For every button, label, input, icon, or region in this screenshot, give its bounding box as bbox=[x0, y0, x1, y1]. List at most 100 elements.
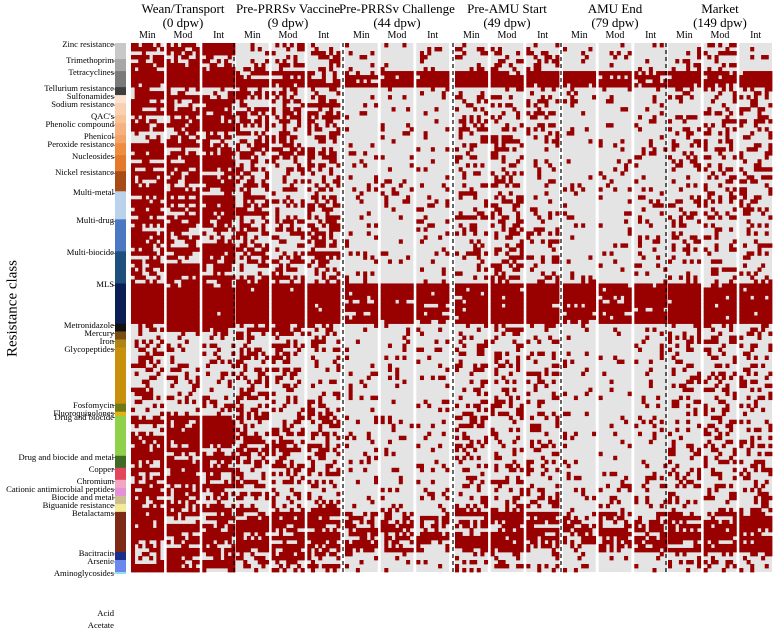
heat-cell bbox=[384, 536, 388, 540]
heat-cell bbox=[286, 303, 290, 307]
heat-cell bbox=[480, 47, 484, 51]
heat-cell bbox=[283, 548, 287, 552]
heat-cell bbox=[131, 312, 135, 316]
heat-cell bbox=[307, 324, 311, 328]
heat-cell bbox=[206, 275, 210, 279]
heat-cell bbox=[160, 171, 164, 175]
heat-cell bbox=[156, 127, 160, 131]
heat-cell bbox=[283, 287, 287, 291]
heat-cell bbox=[149, 247, 153, 251]
heat-cell bbox=[283, 324, 287, 328]
heat-cell bbox=[192, 464, 196, 468]
heat-cell bbox=[220, 127, 224, 131]
heat-cell bbox=[247, 299, 251, 303]
heat-cell bbox=[356, 420, 360, 424]
heat-cell bbox=[167, 540, 171, 544]
heat-cell bbox=[265, 432, 269, 436]
heat-cell bbox=[363, 528, 367, 532]
heat-cell bbox=[424, 111, 428, 115]
heat-cell bbox=[279, 316, 283, 320]
heat-cell bbox=[174, 247, 178, 251]
heat-cell bbox=[206, 299, 210, 303]
heat-cell bbox=[325, 320, 329, 324]
heat-cell bbox=[135, 43, 139, 47]
heat-cell bbox=[138, 448, 142, 452]
heat-cell bbox=[138, 524, 142, 528]
heat-cell bbox=[224, 203, 228, 207]
heat-cell bbox=[261, 332, 265, 336]
heat-cell bbox=[167, 63, 171, 67]
heat-cell bbox=[283, 352, 287, 356]
heat-cell bbox=[228, 408, 232, 412]
heat-cell bbox=[395, 295, 399, 299]
heat-cell bbox=[381, 191, 385, 195]
heat-cell bbox=[275, 291, 279, 295]
heat-cell bbox=[174, 83, 178, 87]
heat-cell bbox=[392, 207, 396, 211]
heat-cell bbox=[349, 516, 353, 520]
heat-cell bbox=[185, 111, 189, 115]
heat-cell bbox=[311, 119, 315, 123]
heat-cell bbox=[406, 340, 410, 344]
heat-cell bbox=[135, 299, 139, 303]
heat-cell bbox=[236, 532, 240, 536]
heat-cell bbox=[315, 183, 319, 187]
heat-cell bbox=[254, 91, 258, 95]
heat-cell bbox=[279, 536, 283, 540]
heat-cell bbox=[301, 275, 305, 279]
heat-cell bbox=[174, 255, 178, 259]
heat-cell bbox=[192, 219, 196, 223]
heat-cell bbox=[349, 372, 353, 376]
heat-cell bbox=[322, 147, 326, 151]
heat-cell bbox=[399, 548, 403, 552]
heat-cell bbox=[149, 43, 153, 47]
heat-cell bbox=[315, 83, 319, 87]
heat-cell bbox=[392, 428, 396, 432]
heat-cell bbox=[192, 432, 196, 436]
heat-cell bbox=[210, 283, 214, 287]
heat-cell bbox=[297, 552, 301, 556]
heat-cell bbox=[210, 55, 214, 59]
heat-cell bbox=[236, 131, 240, 135]
heat-cell bbox=[228, 51, 232, 55]
heat-cell bbox=[311, 223, 315, 227]
heat-cell bbox=[261, 255, 265, 259]
heat-cell bbox=[261, 360, 265, 364]
heat-cell bbox=[329, 532, 333, 536]
heat-cell bbox=[149, 71, 153, 75]
heat-cell bbox=[247, 516, 251, 520]
heat-cell bbox=[131, 504, 135, 508]
heat-cell bbox=[210, 195, 214, 199]
heat-cell bbox=[265, 283, 269, 287]
heat-cell bbox=[213, 424, 217, 428]
heat-cell bbox=[224, 291, 228, 295]
heat-cell bbox=[258, 492, 262, 496]
heat-cell bbox=[160, 79, 164, 83]
heat-cell bbox=[247, 107, 251, 111]
heat-cell bbox=[178, 151, 182, 155]
heat-cell bbox=[149, 147, 153, 151]
heat-cell bbox=[290, 299, 294, 303]
heat-cell bbox=[345, 303, 349, 307]
heat-cell bbox=[142, 380, 146, 384]
heat-cell bbox=[153, 512, 157, 516]
heat-cell bbox=[156, 75, 160, 79]
heat-cell bbox=[459, 79, 463, 83]
heat-cell bbox=[363, 283, 367, 287]
heat-cell bbox=[275, 295, 279, 299]
heat-cell bbox=[318, 83, 322, 87]
heat-cell bbox=[318, 524, 322, 528]
heat-cell bbox=[181, 348, 185, 352]
heat-cell bbox=[160, 564, 164, 568]
heat-cell bbox=[301, 219, 305, 223]
heat-cell bbox=[318, 452, 322, 456]
heat-cell bbox=[135, 500, 139, 504]
heat-cell bbox=[131, 187, 135, 191]
heat-cell bbox=[167, 71, 171, 75]
heat-cell bbox=[228, 508, 232, 512]
heat-cell bbox=[293, 420, 297, 424]
heat-cell bbox=[196, 123, 200, 127]
heat-cell bbox=[131, 512, 135, 516]
heat-cell bbox=[138, 516, 142, 520]
heat-cell bbox=[178, 235, 182, 239]
